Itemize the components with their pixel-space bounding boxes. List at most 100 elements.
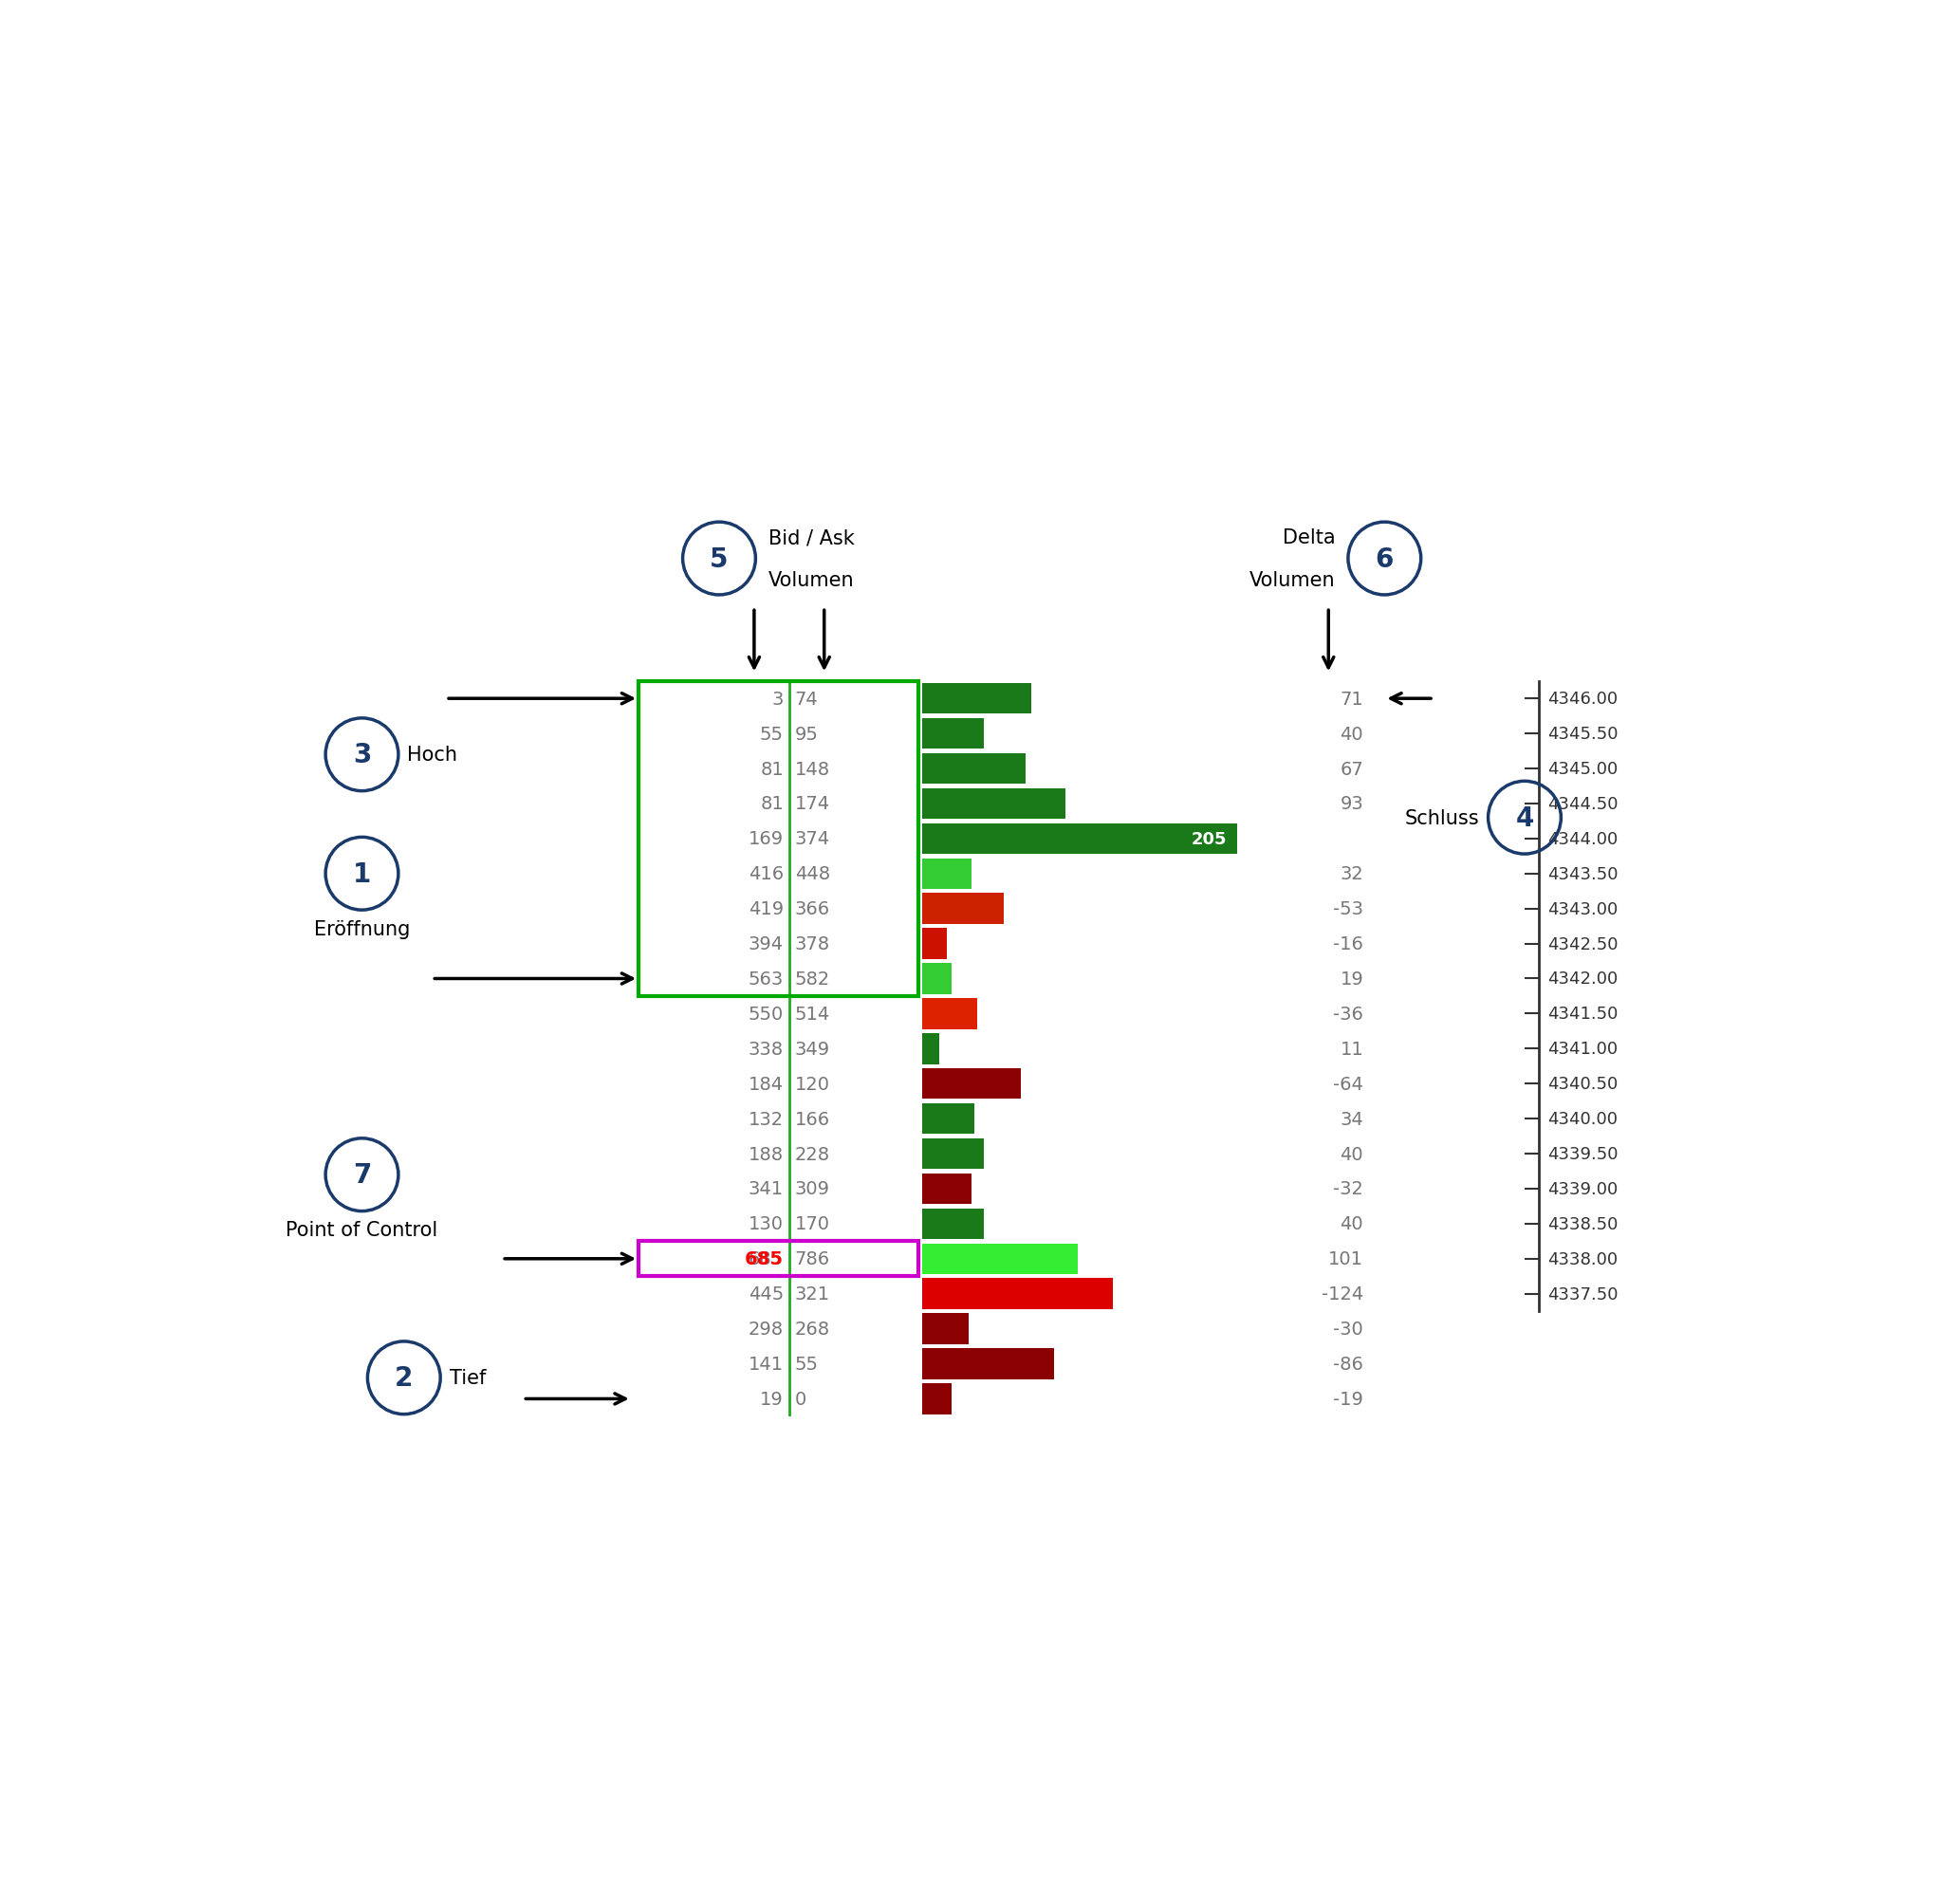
Text: 514: 514: [795, 1005, 830, 1022]
Text: -19: -19: [1333, 1390, 1364, 1409]
Bar: [923, 1209, 983, 1240]
Text: 4340.00: 4340.00: [1547, 1110, 1617, 1127]
Text: 205: 205: [1191, 830, 1226, 847]
Text: 349: 349: [795, 1040, 830, 1059]
Text: 120: 120: [795, 1076, 830, 1093]
Text: 93: 93: [1341, 796, 1364, 813]
Text: 55: 55: [760, 725, 783, 743]
Text: Bid / Ask: Bid / Ask: [767, 529, 855, 548]
Text: 341: 341: [748, 1180, 783, 1198]
Text: 19: 19: [760, 1390, 783, 1409]
Text: 4342.00: 4342.00: [1547, 971, 1617, 988]
Text: 228: 228: [795, 1144, 830, 1163]
Text: Volumen: Volumen: [767, 571, 855, 590]
Text: 95: 95: [795, 725, 818, 743]
Text: 4345.00: 4345.00: [1547, 760, 1617, 777]
Text: 6: 6: [1376, 546, 1393, 573]
Text: Point of Control: Point of Control: [286, 1220, 437, 1240]
Bar: [923, 893, 1005, 925]
Text: 132: 132: [748, 1110, 783, 1127]
Text: 3: 3: [771, 689, 783, 708]
Text: 582: 582: [795, 969, 830, 988]
Text: 4340.50: 4340.50: [1547, 1076, 1617, 1093]
Text: 184: 184: [748, 1076, 783, 1093]
Text: -124: -124: [1321, 1285, 1364, 1302]
Text: 0: 0: [795, 1390, 806, 1409]
Text: 81: 81: [760, 760, 783, 779]
Text: 366: 366: [795, 901, 830, 918]
Text: 74: 74: [795, 689, 818, 708]
Text: 419: 419: [748, 901, 783, 918]
Text: 4338.50: 4338.50: [1547, 1215, 1619, 1232]
Text: 4339.00: 4339.00: [1547, 1180, 1617, 1198]
Text: 4343.50: 4343.50: [1547, 866, 1619, 883]
Text: 169: 169: [748, 830, 783, 847]
Text: 685: 685: [744, 1251, 783, 1268]
Text: 374: 374: [795, 830, 830, 847]
Text: 4345.50: 4345.50: [1547, 725, 1619, 743]
Bar: [923, 1068, 1020, 1099]
Text: 81: 81: [760, 796, 783, 813]
Text: -30: -30: [1333, 1319, 1364, 1339]
Text: 268: 268: [795, 1319, 830, 1339]
Text: 67: 67: [1341, 760, 1364, 779]
Text: 4341.50: 4341.50: [1547, 1005, 1619, 1022]
Bar: [923, 718, 983, 750]
Text: 786: 786: [795, 1251, 830, 1268]
Bar: [923, 1139, 983, 1169]
Text: 148: 148: [795, 760, 830, 779]
Text: 55: 55: [795, 1356, 818, 1373]
Text: 174: 174: [795, 796, 830, 813]
Text: -16: -16: [1333, 935, 1364, 954]
Bar: [923, 1348, 1055, 1378]
Text: 4337.50: 4337.50: [1547, 1285, 1619, 1302]
Text: Volumen: Volumen: [1249, 571, 1335, 590]
Text: 2: 2: [394, 1365, 414, 1392]
Text: 141: 141: [748, 1356, 783, 1373]
Text: 4346.00: 4346.00: [1547, 691, 1617, 708]
Text: Tief: Tief: [449, 1369, 486, 1388]
Text: 4344.50: 4344.50: [1547, 796, 1619, 813]
Bar: [923, 929, 946, 960]
Text: 394: 394: [748, 935, 783, 954]
Text: 166: 166: [795, 1110, 830, 1127]
Text: 550: 550: [748, 1005, 783, 1022]
Text: 40: 40: [1341, 1144, 1364, 1163]
Text: 40: 40: [1341, 1215, 1364, 1234]
Text: Delta: Delta: [1282, 529, 1335, 548]
Bar: [923, 824, 1238, 855]
Text: 71: 71: [1341, 689, 1364, 708]
Text: 338: 338: [748, 1040, 783, 1059]
Text: 563: 563: [748, 969, 783, 988]
Text: -53: -53: [1333, 901, 1364, 918]
Text: 378: 378: [795, 935, 830, 954]
Text: -64: -64: [1333, 1076, 1364, 1093]
Bar: [923, 754, 1026, 784]
Text: 40: 40: [1341, 725, 1364, 743]
Text: 4344.00: 4344.00: [1547, 830, 1617, 847]
Text: 3: 3: [354, 743, 371, 769]
Text: 1: 1: [354, 861, 371, 887]
Text: 5: 5: [709, 546, 729, 573]
Text: Hoch: Hoch: [408, 746, 459, 765]
Text: Eröffnung: Eröffnung: [315, 920, 410, 939]
Text: 188: 188: [748, 1144, 783, 1163]
Text: -86: -86: [1333, 1356, 1364, 1373]
Bar: [923, 859, 972, 889]
Bar: [923, 1104, 975, 1135]
Text: 7: 7: [354, 1161, 371, 1188]
Bar: [639, 1241, 919, 1276]
Text: 685: 685: [748, 1251, 783, 1268]
Bar: [923, 1173, 972, 1205]
Text: 309: 309: [795, 1180, 830, 1198]
Text: 34: 34: [1341, 1110, 1364, 1127]
Text: 4342.50: 4342.50: [1547, 935, 1619, 952]
Text: -36: -36: [1333, 1005, 1364, 1022]
Bar: [923, 998, 977, 1030]
Text: Schluss: Schluss: [1405, 809, 1479, 828]
Text: 4343.00: 4343.00: [1547, 901, 1617, 918]
Bar: [923, 1279, 1113, 1310]
Text: 4341.00: 4341.00: [1547, 1040, 1617, 1057]
Bar: [923, 1243, 1078, 1274]
Text: -32: -32: [1333, 1180, 1364, 1198]
